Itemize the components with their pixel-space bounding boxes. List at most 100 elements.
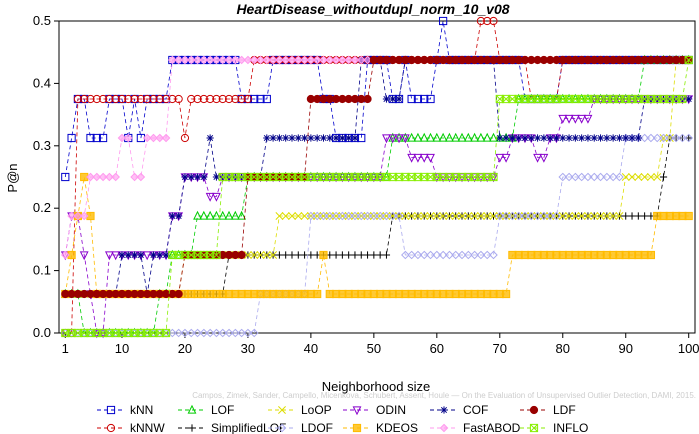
data-point-loop bbox=[325, 212, 334, 220]
data-point-odin bbox=[111, 251, 121, 261]
data-point-loop bbox=[571, 212, 580, 220]
data-point-knnw bbox=[86, 94, 95, 104]
data-point-cof bbox=[565, 134, 573, 142]
data-point-fastabod bbox=[199, 55, 209, 65]
data-point-loop bbox=[413, 212, 422, 220]
data-point-fastabod bbox=[161, 133, 171, 143]
data-point-odin bbox=[388, 134, 398, 144]
data-point-ldof bbox=[407, 250, 416, 260]
legend-item-fastabod: FastABOD bbox=[430, 421, 521, 434]
data-point-odin bbox=[407, 153, 417, 163]
data-point-fastabod bbox=[180, 55, 190, 65]
data-point-loop bbox=[539, 212, 548, 220]
data-point-loop bbox=[602, 212, 611, 220]
data-point-knnw bbox=[187, 94, 196, 104]
y-tick-label: 0.2 bbox=[33, 200, 51, 215]
data-point-ldof bbox=[394, 211, 404, 221]
data-point-simplifiedlof bbox=[634, 212, 642, 220]
data-point-ldof bbox=[438, 250, 448, 260]
data-point-simplifiedlof bbox=[294, 251, 302, 259]
data-point-ldof bbox=[401, 250, 410, 260]
data-point-odin bbox=[577, 114, 587, 124]
y-tick-label: 0.5 bbox=[33, 13, 51, 28]
data-point-fastabod bbox=[312, 55, 322, 65]
legend-marker-cof bbox=[440, 406, 448, 414]
data-point-ldof bbox=[382, 211, 391, 221]
data-point-ldof bbox=[495, 211, 505, 221]
data-point-loop bbox=[432, 212, 441, 220]
data-point-knnw bbox=[92, 94, 101, 104]
data-point-cof bbox=[149, 251, 158, 259]
legend-label-simplifiedlof: SimplifiedLOF bbox=[211, 421, 286, 434]
data-point-ldf bbox=[237, 250, 246, 260]
data-point-loop bbox=[319, 212, 328, 220]
data-point-ldof bbox=[571, 172, 580, 182]
data-point-ldof bbox=[205, 328, 215, 338]
data-point-ldof bbox=[224, 328, 234, 338]
legend-label-kdeos: KDEOS bbox=[376, 421, 418, 434]
data-point-odin bbox=[79, 251, 89, 261]
legend-marker-fastabod bbox=[439, 423, 449, 433]
data-point-lof bbox=[237, 210, 247, 220]
data-point-knnw bbox=[180, 133, 190, 143]
legend-marker-ldof bbox=[277, 423, 287, 433]
data-point-cof bbox=[571, 134, 579, 142]
data-point-ldof bbox=[344, 211, 353, 221]
data-point-knn bbox=[61, 172, 70, 182]
legend-item-lof: LOF bbox=[178, 403, 234, 417]
x-tick-label: 70 bbox=[493, 341, 507, 356]
data-point-ldof bbox=[671, 133, 681, 143]
data-point-simplifiedlof bbox=[357, 251, 365, 259]
data-point-fastabod bbox=[356, 55, 366, 65]
data-point-ldof bbox=[375, 211, 385, 221]
data-point-fastabod bbox=[193, 55, 202, 65]
series-kdeos bbox=[61, 172, 693, 299]
data-point-loop bbox=[445, 212, 454, 220]
series-line-fastabod bbox=[64, 59, 689, 256]
data-point-fastabod bbox=[149, 133, 158, 143]
data-point-ldof bbox=[659, 133, 668, 143]
data-point-fastabod bbox=[67, 211, 76, 221]
data-point-ldof bbox=[432, 250, 442, 260]
data-point-knnw bbox=[231, 94, 240, 104]
legend-label-knn: kNN bbox=[130, 403, 153, 417]
legend-marker-knnw bbox=[106, 423, 116, 433]
data-point-simplifiedlof bbox=[345, 251, 353, 259]
data-point-simplifiedlof bbox=[382, 251, 391, 259]
data-point-lof bbox=[438, 132, 448, 142]
data-point-fastabod bbox=[155, 133, 165, 143]
data-point-cof bbox=[634, 134, 642, 142]
data-point-ldof bbox=[331, 211, 341, 221]
data-point-ldof bbox=[470, 250, 479, 260]
data-point-cof bbox=[263, 134, 271, 142]
data-point-fastabod bbox=[325, 55, 335, 65]
data-point-lof bbox=[205, 210, 215, 220]
data-point-ldof bbox=[533, 211, 542, 221]
data-point-knnw bbox=[130, 94, 139, 104]
data-point-cof bbox=[622, 134, 630, 142]
data-point-loop bbox=[451, 212, 460, 220]
data-point-cof bbox=[300, 134, 309, 142]
data-point-odin bbox=[564, 114, 574, 124]
data-point-loop bbox=[288, 212, 296, 220]
data-point-cof bbox=[168, 212, 176, 220]
series-line-kdeos bbox=[64, 176, 689, 295]
data-point-cof bbox=[275, 134, 283, 142]
data-point-knnw bbox=[206, 94, 215, 104]
data-point-loop bbox=[332, 212, 341, 220]
data-point-simplifiedlof bbox=[641, 212, 649, 220]
data-point-knnw bbox=[476, 16, 486, 26]
data-point-ldof bbox=[312, 211, 322, 221]
data-point-knnw bbox=[237, 94, 246, 104]
data-point-ldof bbox=[678, 133, 687, 143]
data-point-ldof bbox=[482, 250, 492, 260]
data-point-fastabod bbox=[218, 55, 228, 65]
data-point-fastabod bbox=[98, 172, 108, 182]
data-point-cof bbox=[212, 173, 221, 181]
data-point-ldof bbox=[249, 328, 259, 338]
data-point-loop bbox=[407, 212, 416, 220]
data-point-loop bbox=[250, 251, 259, 259]
data-point-ldof bbox=[306, 211, 316, 221]
data-point-fastabod bbox=[338, 55, 347, 65]
data-point-knnw bbox=[174, 94, 183, 104]
